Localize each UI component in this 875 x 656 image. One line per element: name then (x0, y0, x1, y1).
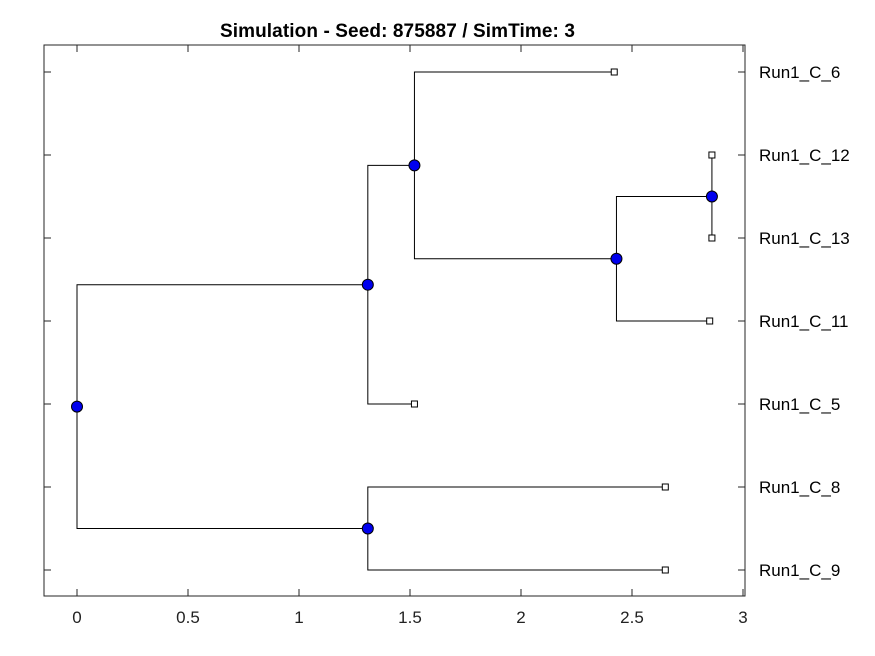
leaf-markers (410, 68, 716, 574)
x-axis-ticks: 0 0.5 1 1.5 2 2.5 3 (72, 45, 748, 627)
x-tick-label: 1 (294, 608, 303, 627)
x-tick-label: 1.5 (398, 608, 422, 627)
leaf-marker (706, 317, 714, 325)
tree-edge (76, 284, 368, 407)
leaf-marker (661, 566, 669, 574)
leaf-label: Run1_C_5 (759, 395, 840, 414)
x-tick-label: 0 (72, 608, 81, 627)
internal-node-marker (705, 190, 718, 203)
leaf-marker (708, 234, 716, 242)
tree-edge (413, 71, 615, 166)
tree-edge (615, 196, 712, 259)
tree-edge (413, 165, 617, 260)
x-tick-label: 0.5 (176, 608, 200, 627)
leaf-marker (610, 68, 618, 76)
tree-edges (76, 71, 713, 571)
x-tick-label: 2 (516, 608, 525, 627)
tree-edge (367, 284, 415, 405)
tree-edge (367, 528, 666, 571)
leaf-marker (661, 483, 669, 491)
internal-node-marker (71, 400, 83, 413)
internal-node-marker (610, 252, 623, 265)
internal-node-markers (71, 159, 718, 535)
internal-node-marker (361, 522, 374, 535)
chart-title: Simulation - Seed: 875887 / SimTime: 3 (219, 21, 576, 42)
leaf-label: Run1_C_6 (759, 63, 840, 82)
leaf-label: Run1_C_9 (759, 561, 840, 580)
y-ticks (44, 71, 745, 571)
leaf-marker (708, 151, 716, 159)
leaf-label: Run1_C_11 (759, 312, 848, 331)
x-tick-label: 2.5 (620, 608, 644, 627)
tree-edge (367, 164, 415, 285)
tree-edge (367, 486, 666, 529)
internal-node-marker (408, 159, 421, 172)
leaf-label: Run1_C_8 (759, 478, 840, 497)
leaf-label: Run1_C_12 (759, 146, 850, 165)
tree-edge (615, 258, 710, 322)
leaf-marker (410, 400, 418, 408)
leaf-label: Run1_C_13 (759, 229, 850, 248)
leaf-labels: Run1_C_6 Run1_C_12 Run1_C_13 Run1_C_11 Run1_… (759, 63, 850, 580)
tree-edge (76, 406, 368, 529)
internal-node-marker (361, 278, 374, 291)
x-tick-label: 3 (738, 608, 747, 627)
